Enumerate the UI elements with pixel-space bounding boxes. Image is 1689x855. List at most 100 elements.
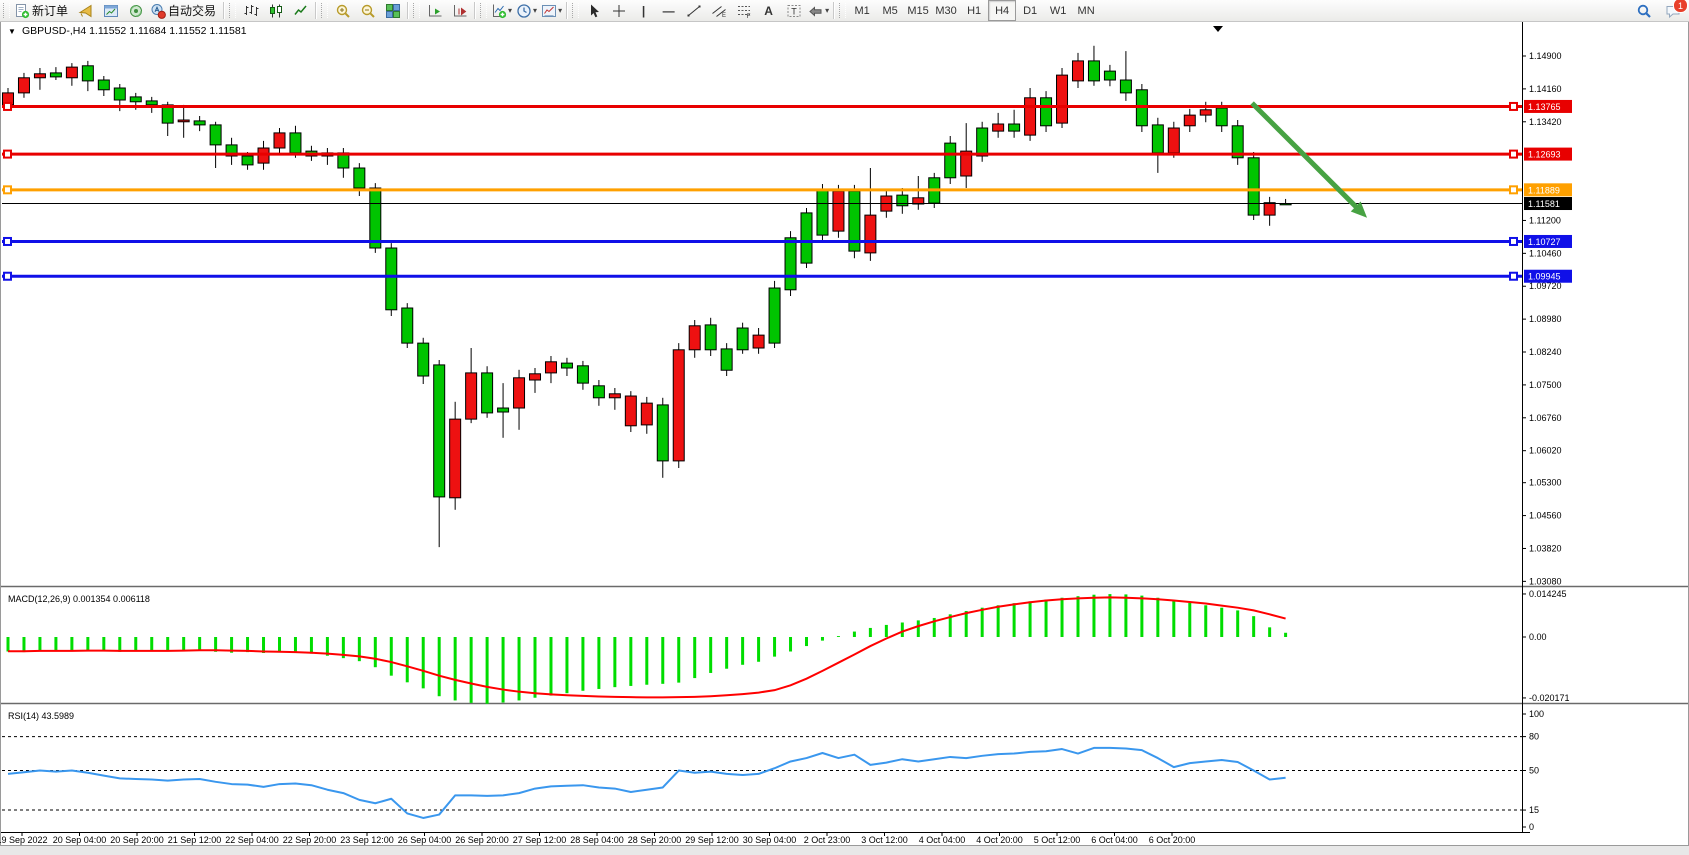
tf-mn[interactable]: MN xyxy=(1077,4,1095,17)
tf-m5[interactable]: M5 xyxy=(882,4,898,17)
caret-down-icon: ▾ xyxy=(825,6,830,15)
candle-body xyxy=(97,79,110,91)
tf-m1[interactable]: M1 xyxy=(854,4,870,17)
charts-window-button[interactable] xyxy=(98,0,123,21)
toolbar-grip[interactable] xyxy=(572,3,580,18)
tf-w1[interactable]: W1 xyxy=(1049,4,1067,17)
candle-body xyxy=(1008,123,1021,132)
candle-body xyxy=(640,402,653,426)
candle-body xyxy=(992,123,1005,132)
alert-horn-button[interactable] xyxy=(73,0,98,21)
candle-body xyxy=(481,372,494,414)
cursor-button[interactable] xyxy=(581,0,606,21)
fibonacci-button[interactable]: F xyxy=(731,0,756,21)
time-label: 23 Sep 12:00 xyxy=(340,835,394,845)
templates-button[interactable]: ▾ xyxy=(539,0,564,21)
down-arrow-annotation[interactable] xyxy=(1250,101,1361,212)
time-label: 19 Sep 2022 xyxy=(0,835,48,845)
svg-text:T: T xyxy=(791,6,797,16)
support-1-left-marker[interactable] xyxy=(3,236,12,246)
tf-m30[interactable]: M30 xyxy=(935,4,957,17)
svg-text:E: E xyxy=(722,13,726,19)
toolbar-separator xyxy=(474,2,476,19)
price-tick-label: 1.09720 xyxy=(1529,281,1562,291)
chart-background[interactable] xyxy=(0,21,1689,846)
candle-body xyxy=(976,127,989,157)
candle-body xyxy=(1167,127,1180,154)
line-chart-button[interactable] xyxy=(288,0,313,21)
toolbar-grip[interactable] xyxy=(839,3,847,18)
chart-shift-marker[interactable] xyxy=(1213,26,1223,32)
candle-body xyxy=(225,144,238,157)
autotrade-button[interactable]: 自动交易 xyxy=(148,0,221,21)
text-label-button[interactable]: T xyxy=(781,0,806,21)
arrows-button[interactable]: ▾ xyxy=(806,0,831,21)
toolbar-grip[interactable] xyxy=(321,3,329,18)
price-tick-label: 1.06020 xyxy=(1529,446,1562,456)
pivot-orange-left-marker[interactable] xyxy=(3,185,12,195)
candle-body xyxy=(832,190,845,232)
zoomout-icon xyxy=(361,4,375,18)
search-button[interactable] xyxy=(1631,0,1656,21)
support-2-left-marker[interactable] xyxy=(3,271,12,281)
candle-body xyxy=(800,212,813,264)
price-tick-label: 1.04560 xyxy=(1529,511,1562,521)
price-tick-label: 1.11200 xyxy=(1529,215,1561,225)
toolbar-grip[interactable] xyxy=(413,3,421,18)
support-2-right-marker[interactable] xyxy=(1509,271,1518,281)
zoom-in-button[interactable] xyxy=(330,0,355,21)
svg-text:F: F xyxy=(746,13,750,19)
periods-button[interactable]: ▾ xyxy=(514,0,539,21)
equidistant-channel-button[interactable]: E xyxy=(706,0,731,21)
resistance-2-left-marker[interactable] xyxy=(3,149,12,159)
candle-body xyxy=(1056,74,1069,124)
candlestick-chart-button[interactable] xyxy=(263,0,288,21)
chat-button[interactable]: 1 xyxy=(1660,0,1688,21)
clock-icon xyxy=(517,3,531,18)
cursor-icon xyxy=(590,4,599,17)
tf-h4[interactable]: H4 xyxy=(988,0,1017,21)
resistance-2-right-marker[interactable] xyxy=(1509,149,1518,159)
tf-m15[interactable]: M15 xyxy=(907,4,929,17)
pivot-orange-right-marker[interactable] xyxy=(1509,185,1518,195)
candle-body xyxy=(401,307,414,344)
macd-tick-label: 0.014245 xyxy=(1529,589,1567,599)
toolbar-separator xyxy=(566,2,568,19)
status-bar xyxy=(0,846,1689,855)
tf-h1[interactable]: H1 xyxy=(967,4,982,17)
zoom-out-button[interactable] xyxy=(355,0,380,21)
support-1-right-marker[interactable] xyxy=(1509,236,1518,246)
vertical-line-button[interactable]: | xyxy=(641,3,646,18)
time-label: 21 Sep 12:00 xyxy=(168,835,222,845)
candle-body xyxy=(353,167,366,189)
indicators-button[interactable]: ▾ xyxy=(489,0,514,21)
resistance-1-right-marker[interactable] xyxy=(1509,101,1518,111)
rsi-label: RSI(14) 43.5989 xyxy=(8,711,74,721)
trendline-button[interactable] xyxy=(681,0,706,21)
tile-windows-button[interactable] xyxy=(380,0,405,21)
text-button[interactable]: A xyxy=(764,3,773,18)
horizontal-line-button[interactable]: — xyxy=(662,3,675,18)
auto-scroll-button[interactable] xyxy=(422,0,447,21)
winchart-icon xyxy=(103,4,118,17)
price-tick-label: 1.05300 xyxy=(1529,478,1562,488)
chart-shift-button[interactable] xyxy=(447,0,472,21)
toolbar-grip[interactable] xyxy=(229,3,237,18)
toolbar-grip[interactable] xyxy=(480,3,488,18)
signals-button[interactable] xyxy=(123,0,148,21)
new-order-button-label: 新订单 xyxy=(32,4,69,18)
bar-chart-button[interactable] xyxy=(238,0,263,21)
candle-body xyxy=(289,132,302,154)
resistance-1-left-marker[interactable] xyxy=(3,101,12,111)
price-tick-label: 1.14900 xyxy=(1529,51,1562,61)
new-order-button[interactable]: 新订单 xyxy=(12,0,73,21)
candle-body xyxy=(81,65,94,82)
tf-d1[interactable]: D1 xyxy=(1023,4,1038,17)
crosshair-button[interactable] xyxy=(606,0,631,21)
fibo-icon: F xyxy=(737,5,750,19)
time-label: 27 Sep 12:00 xyxy=(513,835,567,845)
current-price-badge xyxy=(1524,197,1572,211)
down-arrow-head[interactable] xyxy=(1350,201,1368,218)
toolbar-grip[interactable] xyxy=(3,3,10,18)
